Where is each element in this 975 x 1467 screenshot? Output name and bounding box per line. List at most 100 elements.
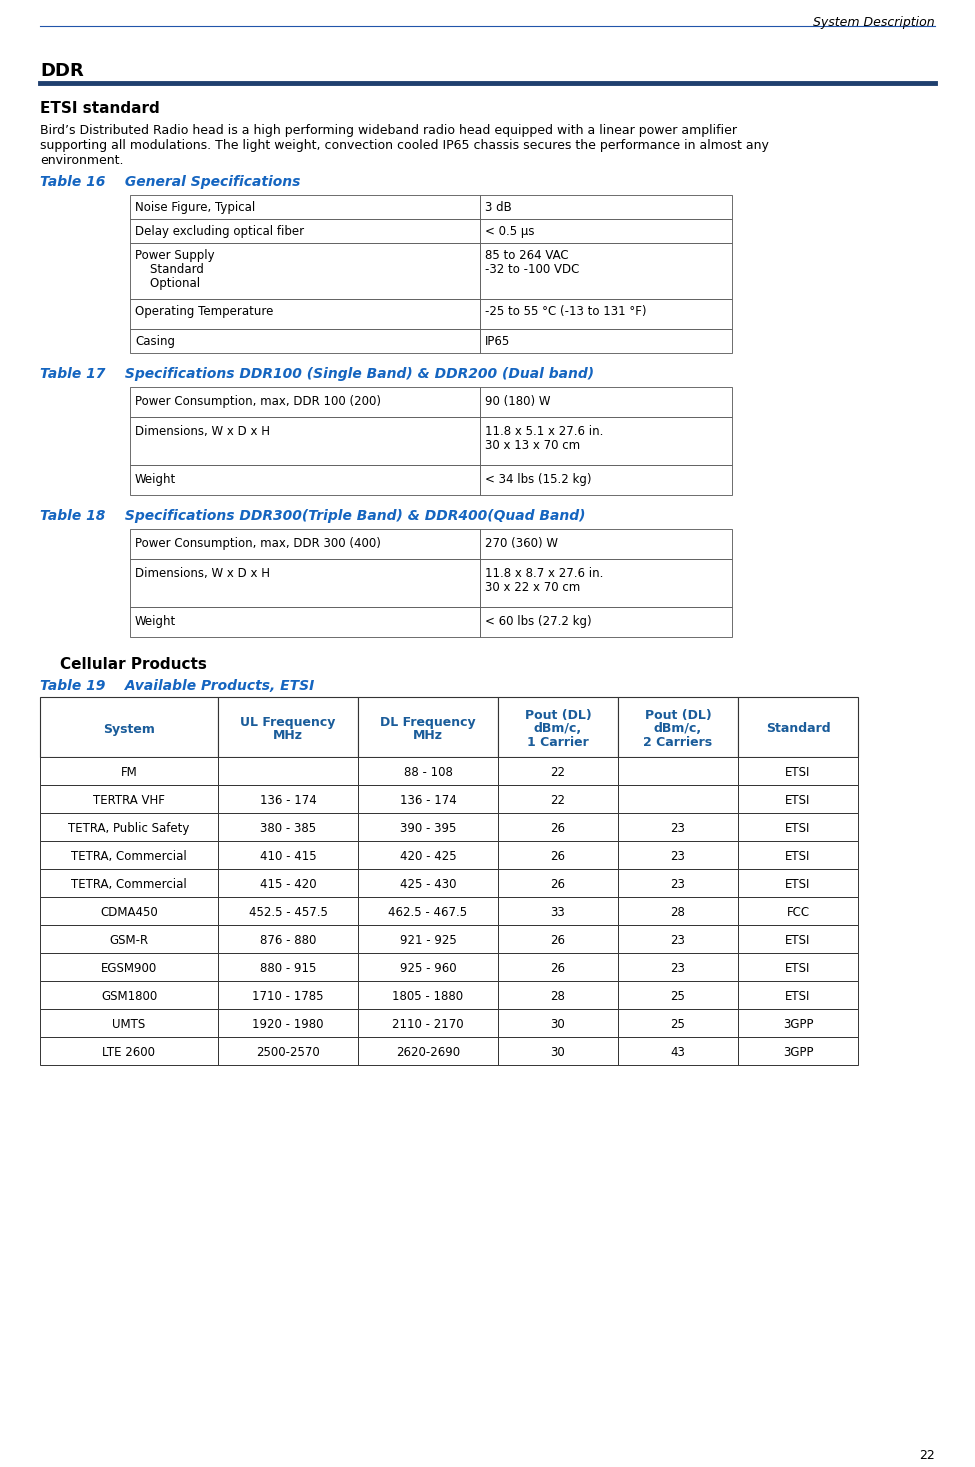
Text: 26: 26 [551, 962, 566, 976]
Bar [358, 785, 498, 813]
Bar [358, 868, 498, 896]
Bar [480, 329, 732, 354]
Bar [358, 1037, 498, 1065]
Bar [40, 813, 218, 841]
Text: Dimensions, W x D x H: Dimensions, W x D x H [135, 425, 270, 439]
Text: 2620-2690: 2620-2690 [396, 1046, 460, 1059]
Bar [738, 1009, 858, 1037]
Text: 23: 23 [671, 849, 685, 863]
Bar [130, 465, 480, 494]
Text: FM: FM [121, 766, 137, 779]
Bar [358, 926, 498, 954]
Text: 1 Carrier: 1 Carrier [527, 735, 589, 748]
Text: Table 18    Specifications DDR300(Triple Band) & DDR400(Quad Band): Table 18 Specifications DDR300(Triple Ba… [40, 509, 586, 524]
Bar [130, 530, 480, 559]
Text: 23: 23 [671, 962, 685, 976]
Text: ETSI: ETSI [785, 794, 810, 807]
Bar [40, 981, 218, 1009]
Text: Delay excluding optical fiber: Delay excluding optical fiber [135, 224, 304, 238]
Text: dBm/c,: dBm/c, [534, 723, 582, 735]
Bar [40, 757, 218, 785]
Text: 25: 25 [671, 990, 685, 1003]
Text: 30 x 22 x 70 cm: 30 x 22 x 70 cm [485, 581, 580, 594]
Bar [40, 896, 218, 926]
Text: Power Consumption, max, DDR 100 (200): Power Consumption, max, DDR 100 (200) [135, 395, 381, 408]
Text: TETRA, Commercial: TETRA, Commercial [71, 879, 187, 890]
Text: ETSI: ETSI [785, 934, 810, 948]
Text: DL Frequency: DL Frequency [380, 716, 476, 729]
Text: 876 - 880: 876 - 880 [259, 934, 316, 948]
Text: ETSI: ETSI [785, 879, 810, 890]
Bar [618, 896, 738, 926]
Bar [218, 785, 358, 813]
Text: TERTRA VHF: TERTRA VHF [93, 794, 165, 807]
Text: ETSI standard: ETSI standard [40, 101, 160, 116]
Bar [40, 1037, 218, 1065]
Text: Pout (DL): Pout (DL) [644, 710, 712, 723]
Bar [498, 926, 618, 954]
Text: 925 - 960: 925 - 960 [400, 962, 456, 976]
Bar [130, 387, 480, 417]
Bar [40, 697, 218, 757]
Bar [358, 896, 498, 926]
Text: Table 19    Available Products, ETSI: Table 19 Available Products, ETSI [40, 679, 314, 692]
Text: Optional: Optional [135, 277, 200, 290]
Text: LTE 2600: LTE 2600 [102, 1046, 155, 1059]
Bar [618, 954, 738, 981]
Text: 43: 43 [671, 1046, 685, 1059]
Text: dBm/c,: dBm/c, [654, 723, 702, 735]
Bar [218, 954, 358, 981]
Bar [738, 981, 858, 1009]
Text: < 34 lbs (15.2 kg): < 34 lbs (15.2 kg) [485, 472, 592, 486]
Text: 22: 22 [551, 766, 566, 779]
Bar [130, 329, 480, 354]
Bar [40, 785, 218, 813]
Text: 2110 - 2170: 2110 - 2170 [392, 1018, 464, 1031]
Bar [480, 559, 732, 607]
Bar [480, 387, 732, 417]
Text: 3GPP: 3GPP [783, 1046, 813, 1059]
Text: Pout (DL): Pout (DL) [525, 710, 592, 723]
Text: Noise Figure, Typical: Noise Figure, Typical [135, 201, 255, 214]
Bar [738, 841, 858, 868]
Text: ETSI: ETSI [785, 962, 810, 976]
Bar [358, 981, 498, 1009]
Bar [618, 757, 738, 785]
Bar [358, 813, 498, 841]
Bar [130, 195, 480, 219]
Text: Operating Temperature: Operating Temperature [135, 305, 273, 318]
Text: 2 Carriers: 2 Carriers [644, 735, 713, 748]
Text: Power Supply: Power Supply [135, 249, 214, 263]
Bar [480, 465, 732, 494]
Bar [498, 954, 618, 981]
Bar [498, 868, 618, 896]
Text: 23: 23 [671, 822, 685, 835]
Bar [498, 1037, 618, 1065]
Text: 26: 26 [551, 822, 566, 835]
Text: Table 16    General Specifications: Table 16 General Specifications [40, 175, 300, 189]
Bar [480, 195, 732, 219]
Text: MHz: MHz [413, 729, 443, 742]
Bar [738, 785, 858, 813]
Bar [218, 1009, 358, 1037]
Text: 90 (180) W: 90 (180) W [485, 395, 551, 408]
Bar [498, 981, 618, 1009]
Bar [738, 1037, 858, 1065]
Text: TETRA, Public Safety: TETRA, Public Safety [68, 822, 190, 835]
Text: 11.8 x 8.7 x 27.6 in.: 11.8 x 8.7 x 27.6 in. [485, 568, 604, 579]
Text: UL Frequency: UL Frequency [240, 716, 335, 729]
Text: 3 dB: 3 dB [485, 201, 512, 214]
Text: Bird’s Distributed Radio head is a high performing wideband radio head equipped : Bird’s Distributed Radio head is a high … [40, 125, 737, 136]
Text: MHz: MHz [273, 729, 303, 742]
Text: ETSI: ETSI [785, 990, 810, 1003]
Text: EGSM900: EGSM900 [100, 962, 157, 976]
Bar [498, 757, 618, 785]
Bar [130, 299, 480, 329]
Text: 88 - 108: 88 - 108 [404, 766, 452, 779]
Bar [130, 219, 480, 244]
Text: GSM1800: GSM1800 [100, 990, 157, 1003]
Text: 30: 30 [551, 1046, 566, 1059]
Bar [358, 1009, 498, 1037]
Bar [738, 697, 858, 757]
Bar [218, 981, 358, 1009]
